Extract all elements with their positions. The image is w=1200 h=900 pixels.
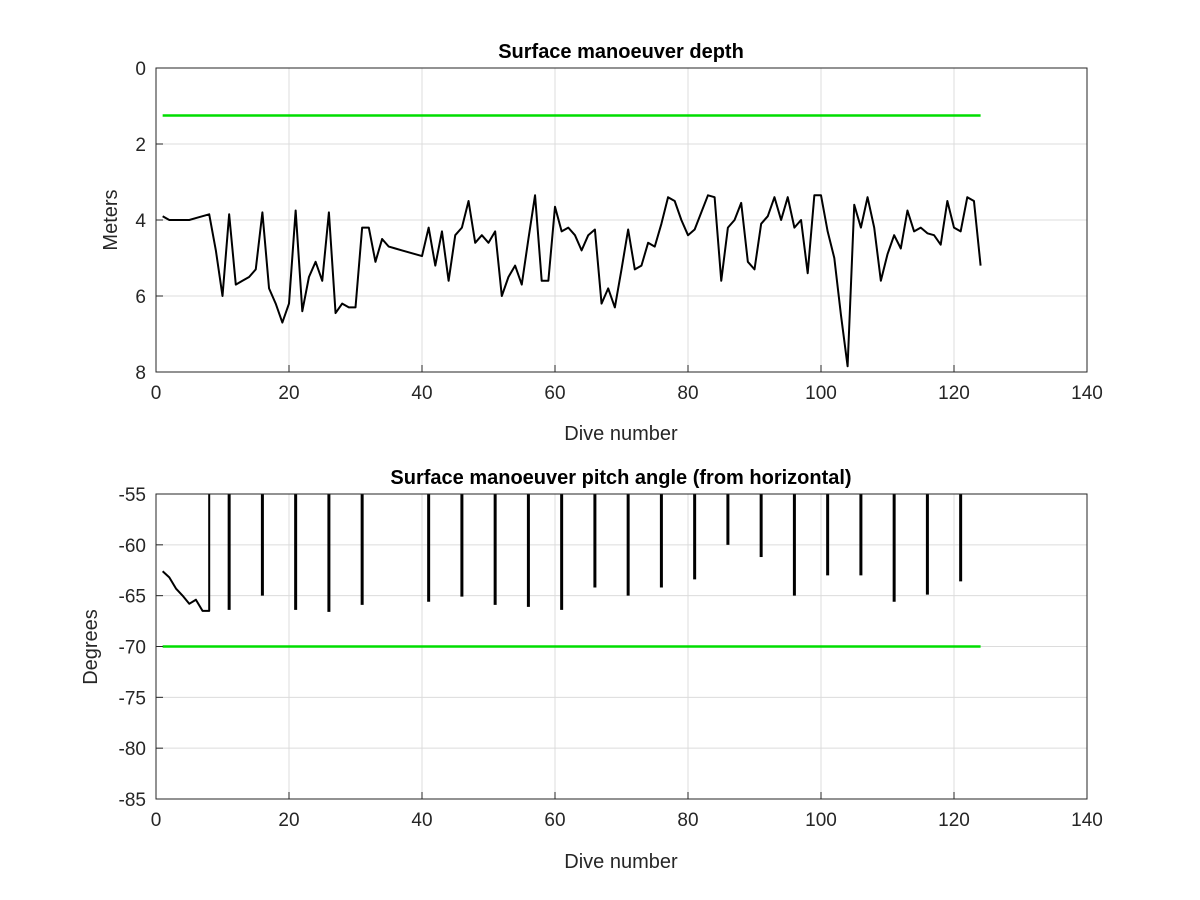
pitch-x-tick-label: 60: [544, 810, 565, 831]
pitch-x-axis-label: Dive number: [564, 851, 678, 873]
pitch-y-tick-label: -60: [119, 536, 146, 557]
depth-y-axis-label: Meters: [100, 189, 122, 250]
pitch-x-tick-label: 20: [278, 810, 299, 831]
depth-y-tick-label: 0: [135, 59, 146, 80]
pitch-data-line: [161, 494, 211, 612]
depth-subplot: 0 20 40 60 80 100 120 140 0 2 4 6 8 Surface manoeuv…: [100, 41, 1103, 445]
depth-x-tick-label: 0: [151, 383, 162, 404]
depth-x-tick-label: 140: [1071, 383, 1103, 404]
depth-x-tick-label: 40: [411, 383, 432, 404]
pitch-series-group: [161, 494, 981, 648]
pitch-y-ticks: -55 -60 -65 -70 -75 -80 -85: [119, 485, 163, 811]
depth-y-tick-label: 2: [135, 135, 146, 156]
depth-x-tick-label: 60: [544, 383, 565, 404]
pitch-y-tick-label: -75: [119, 688, 146, 709]
depth-y-ticks: 0 2 4 6 8: [135, 59, 163, 384]
pitch-y-tick-label: -70: [119, 638, 146, 659]
depth-x-ticks: 0 20 40 60 80 100 120 140: [151, 365, 1103, 404]
pitch-y-tick-label: -55: [119, 485, 146, 506]
depth-x-tick-label: 20: [278, 383, 299, 404]
depth-series-group: [162, 114, 982, 368]
depth-x-tick-label: 100: [805, 383, 837, 404]
pitch-y-tick-label: -65: [119, 587, 146, 608]
depth-y-tick-label: 8: [135, 363, 146, 384]
depth-x-axis-label: Dive number: [564, 423, 678, 445]
pitch-x-tick-label: 80: [677, 810, 698, 831]
depth-title: Surface manoeuver depth: [498, 41, 744, 63]
depth-x-tick-label: 120: [938, 383, 970, 404]
pitch-y-tick-label: -85: [119, 790, 146, 811]
pitch-x-tick-label: 140: [1071, 810, 1103, 831]
pitch-y-axis-label: Degrees: [80, 609, 102, 685]
depth-data-line: [162, 194, 982, 368]
pitch-x-tick-label: 120: [938, 810, 970, 831]
pitch-x-tick-label: 100: [805, 810, 837, 831]
depth-y-tick-label: 4: [135, 211, 146, 232]
depth-x-tick-label: 80: [677, 383, 698, 404]
pitch-subplot: 0 20 40 60 80 100 120 140 -55 -60 -65 -70 -75 -80 -85…: [80, 467, 1103, 873]
pitch-x-ticks: 0 20 40 60 80 100 120 140: [151, 792, 1103, 831]
depth-y-tick-label: 6: [135, 287, 146, 308]
pitch-y-tick-label: -80: [119, 739, 146, 760]
pitch-x-tick-label: 40: [411, 810, 432, 831]
pitch-title: Surface manoeuver pitch angle (from hori…: [390, 467, 851, 489]
pitch-x-tick-label: 0: [151, 810, 162, 831]
